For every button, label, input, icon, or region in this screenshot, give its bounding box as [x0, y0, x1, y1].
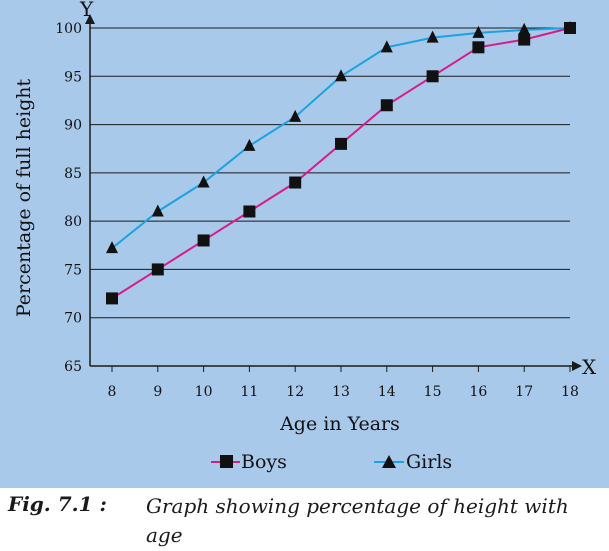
- point-boys: [518, 33, 531, 46]
- point-girls: [335, 69, 347, 82]
- line-chart: 65 70 75 80 85 90 95 100 8 9 10 11 12 13 14 15 16 17 18 Y…: [13, 0, 597, 473]
- point-boys: [426, 70, 439, 83]
- x-tick-label: 17: [515, 384, 533, 400]
- y-axis-letter: Y: [79, 0, 94, 21]
- y-tick-label: 75: [64, 262, 82, 278]
- caption-label: Fig. 7.1 :: [8, 492, 107, 516]
- point-boys: [289, 176, 302, 189]
- y-tick-label: 85: [64, 166, 82, 182]
- caption-text: Graph showing percentage of height with …: [146, 494, 569, 547]
- point-girls: [472, 25, 485, 38]
- legend-item-girls: Girls: [374, 451, 452, 473]
- point-boys: [335, 137, 347, 150]
- point-girls: [243, 138, 256, 151]
- gridlines: [90, 27, 570, 319]
- y-tick-label: 65: [64, 359, 82, 375]
- point-girls: [289, 109, 302, 122]
- x-tick-label: 16: [469, 384, 487, 400]
- y-tick-labels: 65 70 75 80 85 90 95 100: [55, 21, 82, 375]
- point-girls: [518, 22, 531, 35]
- legend-boys-marker: [220, 455, 233, 468]
- x-tick-label: 14: [378, 384, 396, 400]
- point-girls: [106, 241, 118, 254]
- point-girls: [151, 204, 164, 217]
- x-tick-label: 11: [240, 384, 258, 400]
- point-boys: [197, 234, 210, 247]
- legend-girls-label: Girls: [406, 451, 452, 473]
- x-tick-label: 15: [424, 384, 442, 400]
- y-tick-label: 100: [55, 21, 82, 37]
- line-boys: [111, 27, 571, 300]
- series-markers: [106, 21, 576, 305]
- x-tick-label: 13: [332, 384, 350, 400]
- x-tick-label: 9: [153, 384, 162, 400]
- point-boys: [564, 22, 576, 34]
- x-tick-label: 18: [561, 384, 579, 400]
- series-lines: [111, 27, 571, 300]
- point-girls: [380, 40, 393, 53]
- point-boys: [380, 99, 393, 112]
- y-tick-label: 70: [64, 311, 82, 327]
- point-boys: [106, 292, 118, 305]
- y-axis-arrow: [85, 14, 95, 24]
- x-tick-labels: 8 9 10 11 12 13 14 15 16 17 18: [108, 384, 579, 400]
- point-boys: [472, 41, 485, 54]
- x-axis-title: Age in Years: [279, 413, 400, 435]
- x-tick-label: 10: [195, 384, 213, 400]
- y-axis-title: Percentage of full height: [13, 78, 35, 317]
- y-tick-label: 90: [64, 118, 82, 134]
- x-tick-label: 12: [286, 384, 304, 400]
- axes: [85, 14, 582, 372]
- x-axis-letter: X: [582, 355, 597, 379]
- point-boys: [151, 263, 164, 276]
- legend-girls-marker: [382, 455, 396, 468]
- y-tick-label: 80: [64, 214, 82, 230]
- legend-boys-label: Boys: [241, 451, 287, 473]
- legend: Boys Girls: [211, 451, 452, 473]
- y-tick-label: 95: [64, 69, 82, 85]
- figure-caption: Fig. 7.1 : Graph showing percentage of h…: [0, 488, 609, 551]
- point-boys: [243, 205, 256, 218]
- x-axis-arrow: [572, 361, 582, 371]
- point-girls: [426, 30, 439, 43]
- point-girls: [197, 175, 210, 188]
- x-tick-label: 8: [108, 384, 117, 400]
- legend-item-boys: Boys: [211, 451, 287, 473]
